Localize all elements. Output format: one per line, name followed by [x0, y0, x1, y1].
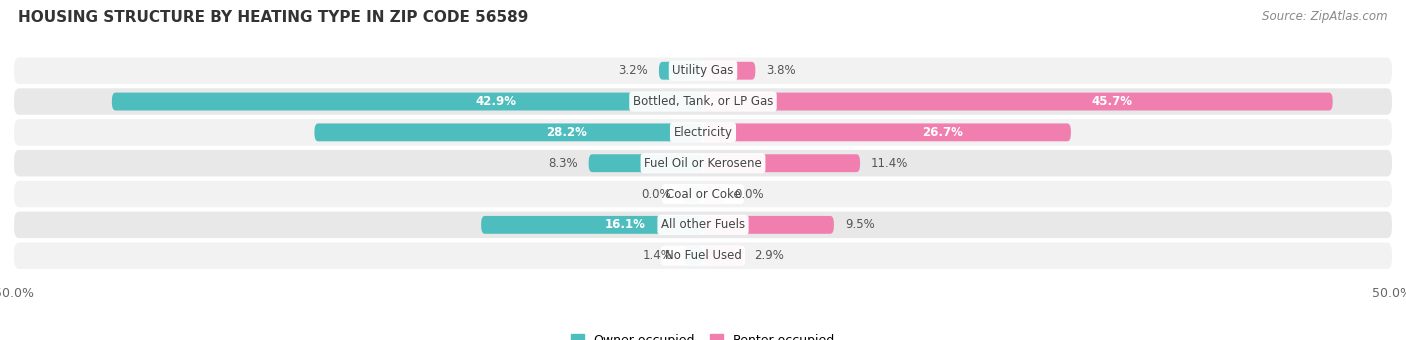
Text: HOUSING STRUCTURE BY HEATING TYPE IN ZIP CODE 56589: HOUSING STRUCTURE BY HEATING TYPE IN ZIP… [18, 10, 529, 25]
Text: 28.2%: 28.2% [547, 126, 588, 139]
Text: 11.4%: 11.4% [872, 157, 908, 170]
Text: 16.1%: 16.1% [605, 218, 645, 231]
Text: Source: ZipAtlas.com: Source: ZipAtlas.com [1263, 10, 1388, 23]
FancyBboxPatch shape [703, 154, 860, 172]
FancyBboxPatch shape [703, 62, 755, 80]
Text: 0.0%: 0.0% [735, 188, 765, 201]
FancyBboxPatch shape [703, 247, 742, 265]
FancyBboxPatch shape [682, 185, 703, 203]
Text: 42.9%: 42.9% [475, 95, 516, 108]
FancyBboxPatch shape [14, 242, 1392, 269]
Text: Coal or Coke: Coal or Coke [665, 188, 741, 201]
Text: Electricity: Electricity [673, 126, 733, 139]
Text: 26.7%: 26.7% [922, 126, 963, 139]
Text: All other Fuels: All other Fuels [661, 218, 745, 231]
FancyBboxPatch shape [315, 123, 703, 141]
Text: Fuel Oil or Kerosene: Fuel Oil or Kerosene [644, 157, 762, 170]
FancyBboxPatch shape [589, 154, 703, 172]
FancyBboxPatch shape [14, 181, 1392, 207]
Text: 3.8%: 3.8% [766, 64, 796, 77]
FancyBboxPatch shape [14, 150, 1392, 176]
Text: 2.9%: 2.9% [754, 249, 785, 262]
Text: 9.5%: 9.5% [845, 218, 875, 231]
Text: 1.4%: 1.4% [643, 249, 672, 262]
FancyBboxPatch shape [703, 123, 1071, 141]
Text: 8.3%: 8.3% [548, 157, 578, 170]
Text: Bottled, Tank, or LP Gas: Bottled, Tank, or LP Gas [633, 95, 773, 108]
Text: No Fuel Used: No Fuel Used [665, 249, 741, 262]
FancyBboxPatch shape [683, 247, 703, 265]
FancyBboxPatch shape [14, 211, 1392, 238]
FancyBboxPatch shape [659, 62, 703, 80]
FancyBboxPatch shape [703, 185, 724, 203]
Legend: Owner-occupied, Renter-occupied: Owner-occupied, Renter-occupied [571, 334, 835, 340]
Text: Utility Gas: Utility Gas [672, 64, 734, 77]
Text: 3.2%: 3.2% [619, 64, 648, 77]
FancyBboxPatch shape [112, 92, 703, 110]
FancyBboxPatch shape [14, 57, 1392, 84]
FancyBboxPatch shape [703, 216, 834, 234]
FancyBboxPatch shape [481, 216, 703, 234]
FancyBboxPatch shape [14, 119, 1392, 146]
Text: 45.7%: 45.7% [1092, 95, 1133, 108]
FancyBboxPatch shape [703, 92, 1333, 110]
Text: 0.0%: 0.0% [641, 188, 671, 201]
FancyBboxPatch shape [14, 88, 1392, 115]
